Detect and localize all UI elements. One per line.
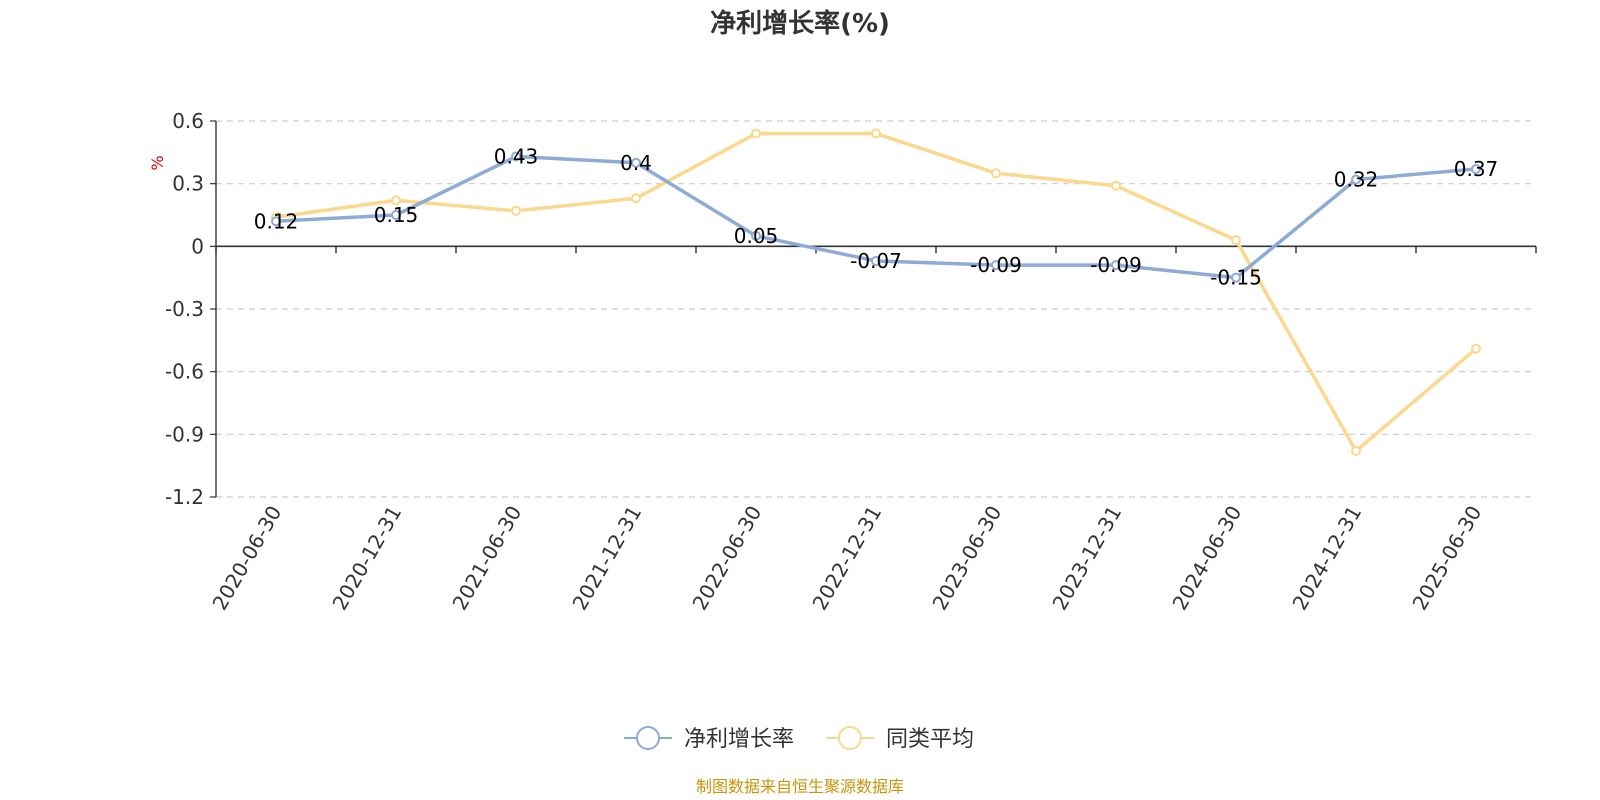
data-label: 0.15 (374, 203, 419, 227)
data-label: 0.37 (1454, 157, 1499, 181)
x-tick-label: 2021-06-30 (447, 502, 526, 615)
y-tick-label: 0.6 (172, 109, 204, 133)
x-tick-label: 2022-06-30 (687, 502, 766, 615)
data-label: 0.12 (254, 209, 299, 233)
y-tick-label: -0.6 (165, 360, 204, 384)
data-label: 0.32 (1334, 167, 1379, 191)
y-tick-label: -0.3 (165, 297, 204, 321)
y-tick-label: 0 (191, 234, 204, 258)
legend-item-1[interactable]: 同类平均 (826, 727, 974, 752)
data-point (992, 169, 1000, 177)
y-tick-label: -1.2 (165, 485, 204, 509)
legend-label: 净利增长率 (684, 727, 794, 752)
y-axis-ticks: 0.6 0.3 0 -0.3 -0.6 -0.9 -1.2 (165, 109, 216, 509)
legend-marker-icon (637, 727, 659, 749)
line-chart: 净利增长率(%) % 0.6 0.3 0 -0.3 -0.6 -0.9 -1.2 2020-… (0, 0, 1600, 800)
chart-title: 净利增长率(%) (710, 8, 890, 39)
data-point (632, 194, 640, 202)
x-tick-label: 2021-12-31 (567, 502, 646, 615)
legend-item-0[interactable]: 净利增长率 (624, 727, 794, 752)
data-point (1472, 345, 1480, 353)
data-label: 0.05 (734, 224, 779, 248)
y-axis-unit: % (148, 155, 167, 170)
data-label: 0.4 (620, 151, 652, 175)
data-label: -0.15 (1210, 266, 1262, 290)
data-point (512, 207, 520, 215)
data-point (1352, 447, 1360, 455)
data-point (1232, 236, 1240, 244)
legend-marker-icon (839, 727, 861, 749)
series-line-1 (276, 134, 1476, 452)
data-point (752, 130, 760, 138)
series-layer (272, 130, 1480, 456)
x-tick-label: 2020-06-30 (207, 502, 286, 615)
data-point (872, 130, 880, 138)
x-axis-ticks: 2020-06-30 2020-12-31 2021-06-30 2021-12-31… (207, 502, 1486, 615)
x-tick-label: 2025-06-30 (1407, 502, 1486, 615)
x-tick-label: 2024-12-31 (1287, 502, 1366, 615)
x-tick-label: 2020-12-31 (327, 502, 406, 615)
data-label: -0.09 (1090, 253, 1142, 277)
data-point (1112, 182, 1120, 190)
y-tick-label: -0.9 (165, 422, 204, 446)
x-tick-label: 2022-12-31 (807, 502, 886, 615)
x-tick-label: 2024-06-30 (1167, 502, 1246, 615)
data-label: -0.09 (970, 253, 1022, 277)
y-tick-label: 0.3 (172, 172, 204, 196)
legend[interactable]: 净利增长率 同类平均 (624, 727, 974, 752)
data-label: -0.07 (850, 249, 902, 273)
x-tick-label: 2023-12-31 (1047, 502, 1126, 615)
data-source-note: 制图数据来自恒生聚源数据库 (696, 777, 904, 796)
legend-label: 同类平均 (886, 727, 974, 752)
x-tick-label: 2023-06-30 (927, 502, 1006, 615)
data-label: 0.43 (494, 145, 539, 169)
